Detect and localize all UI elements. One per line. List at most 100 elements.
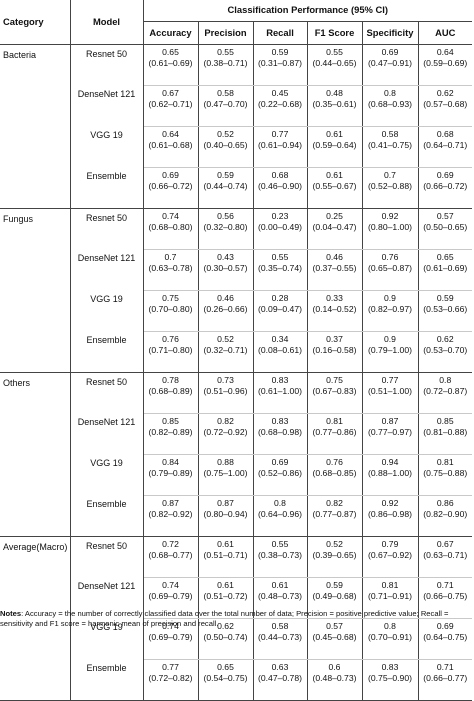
metric-cell: 0.88 (0.75–1.00) <box>198 454 254 496</box>
metric-value: 0.6 <box>328 661 341 672</box>
metric-value: 0.64 <box>436 46 454 57</box>
metric-value: 0.8 <box>439 374 452 385</box>
metric-ci: (0.69–0.79) <box>148 632 193 643</box>
metric-ci: (0.47–0.78) <box>258 673 302 684</box>
metric-value: 0.81 <box>381 579 399 590</box>
metric-ci: (0.22–0.68) <box>258 99 302 110</box>
metric-cell: 0.43 (0.30–0.57) <box>198 249 254 291</box>
metric-value: 0.68 <box>271 169 289 180</box>
metric-ci: (0.26–0.66) <box>203 304 248 315</box>
table-row: VGG 19 0.75 (0.70–0.80) 0.46 (0.26–0.66) 0.28… <box>0 290 473 332</box>
metric-value: 0.78 <box>162 374 179 385</box>
metric-ci: (0.64–0.71) <box>423 140 468 151</box>
metric-value: 0.87 <box>217 497 234 508</box>
metric-cell: 0.52 (0.32–0.71) <box>198 331 254 373</box>
metric-cell: 0.8 (0.68–0.93) <box>362 85 419 127</box>
metric-value: 0.59 <box>326 579 343 590</box>
metric-cell: 0.25 (0.04–0.47) <box>307 208 363 250</box>
metric-ci: (0.80–0.94) <box>203 509 248 520</box>
metric-ci: (0.68–0.98) <box>258 427 302 438</box>
metric-ci: (0.44–0.74) <box>203 181 248 192</box>
metric-value: 0.7 <box>384 169 396 180</box>
table-row: VGG 19 0.64 (0.61–0.68) 0.52 (0.40–0.65) 0.77… <box>0 126 473 168</box>
metric-cell: 0.61 (0.55–0.67) <box>307 167 363 209</box>
metric-cell: 0.34 (0.08–0.61) <box>253 331 308 373</box>
metric-cell: 0.6 (0.48–0.73) <box>307 659 363 701</box>
metric-cell: 0.81 (0.71–0.91) <box>362 577 419 619</box>
metric-ci: (0.52–0.88) <box>368 181 412 192</box>
table-row: VGG 19 0.84 (0.79–0.89) 0.88 (0.75–1.00) 0.69… <box>0 454 473 496</box>
metric-cell: 0.86 (0.82–0.90) <box>418 495 473 537</box>
metric-value: 0.94 <box>381 456 399 467</box>
metric-value: 0.55 <box>217 46 234 57</box>
table-row: Fungus Resnet 50 0.74 (0.68–0.80) 0.56 (0.32–… <box>0 208 473 373</box>
metric-cell: 0.69 (0.52–0.86) <box>253 454 308 496</box>
model-cell: Ensemble <box>70 495 144 537</box>
metric-ci: (0.77–0.87) <box>312 509 357 520</box>
metric-cell: 0.76 (0.68–0.85) <box>307 454 363 496</box>
metric-cell: 0.55 (0.44–0.65) <box>307 44 363 86</box>
metric-value: 0.77 <box>162 661 179 672</box>
metric-ci: (0.72–0.87) <box>423 386 468 397</box>
metric-cell: 0.65 (0.54–0.75) <box>198 659 254 701</box>
metric-value: 0.71 <box>436 579 454 590</box>
model-cell: Resnet 50 <box>70 208 144 249</box>
metric-cell: 0.82 (0.72–0.92) <box>198 413 254 455</box>
metric-ci: (0.82–0.92) <box>148 509 193 520</box>
metric-cell: 0.59 (0.53–0.66) <box>418 290 473 332</box>
metric-cell: 0.59 (0.44–0.74) <box>198 167 254 209</box>
metric-value: 0.82 <box>326 497 343 508</box>
metric-ci: (0.04–0.47) <box>312 222 357 233</box>
metric-cell: 0.23 (0.00–0.49) <box>253 208 308 250</box>
metric-cell: 0.71 (0.66–0.77) <box>418 659 473 701</box>
metric-value: 0.85 <box>436 415 454 426</box>
metric-cell: 0.9 (0.82–0.97) <box>362 290 419 332</box>
header-metric-f1-score: F1 Score <box>307 21 363 45</box>
metric-value: 0.77 <box>271 128 289 139</box>
table-row: DenseNet 121 0.67 (0.62–0.71) 0.58 (0.47–0.7… <box>0 85 473 127</box>
metric-cell: 0.63 (0.47–0.78) <box>253 659 308 701</box>
header-performance-group: Classification Performance (95% CI) <box>143 0 473 22</box>
metric-cell: 0.55 (0.38–0.71) <box>198 44 254 86</box>
metric-value: 0.83 <box>381 661 399 672</box>
metric-value: 0.55 <box>271 251 289 262</box>
metric-ci: (0.68–0.85) <box>312 468 357 479</box>
metric-ci: (0.77–0.86) <box>312 427 357 438</box>
metric-cell: 0.77 (0.61–0.94) <box>253 126 308 168</box>
metric-value: 0.61 <box>326 128 343 139</box>
metric-ci: (0.63–0.71) <box>423 550 468 561</box>
metric-cell: 0.61 (0.51–0.71) <box>198 536 254 578</box>
metric-cell: 0.61 (0.59–0.64) <box>307 126 363 168</box>
metric-ci: (0.08–0.61) <box>258 345 302 356</box>
metric-cell: 0.62 (0.53–0.70) <box>418 331 473 373</box>
metric-cell: 0.8 (0.72–0.87) <box>418 372 473 414</box>
metric-value: 0.71 <box>436 661 454 672</box>
metric-ci: (0.72–0.92) <box>203 427 248 438</box>
metric-cell: 0.45 (0.22–0.68) <box>253 85 308 127</box>
metric-cell: 0.79 (0.67–0.92) <box>362 536 419 578</box>
metric-cell: 0.69 (0.47–0.91) <box>362 44 419 86</box>
metric-cell: 0.83 (0.68–0.98) <box>253 413 308 455</box>
metric-ci: (0.44–0.65) <box>312 58 357 69</box>
model-cell: Resnet 50 <box>70 44 144 85</box>
metric-value: 0.52 <box>326 538 343 549</box>
metric-value: 0.74 <box>162 620 179 631</box>
metric-ci: (0.37–0.55) <box>312 263 357 274</box>
table-row: Bacteria Resnet 50 0.65 (0.61–0.69) 0.55 (0.3… <box>0 44 473 209</box>
metric-ci: (0.82–0.90) <box>423 509 468 520</box>
table-row: DenseNet 121 0.85 (0.82–0.89) 0.82 (0.72–0.9… <box>0 413 473 455</box>
metric-cell: 0.52 (0.40–0.65) <box>198 126 254 168</box>
metric-ci: (0.82–0.89) <box>148 427 193 438</box>
metric-cell: 0.57 (0.50–0.65) <box>418 208 473 250</box>
metric-ci: (0.32–0.71) <box>203 345 248 356</box>
metric-value: 0.46 <box>217 292 234 303</box>
metric-cell: 0.8 (0.64–0.96) <box>253 495 308 537</box>
metric-value: 0.69 <box>436 620 454 631</box>
metric-value: 0.76 <box>162 333 179 344</box>
metric-value: 0.37 <box>326 333 343 344</box>
metric-value: 0.59 <box>271 46 289 57</box>
metric-ci: (0.67–0.83) <box>312 386 357 397</box>
metric-ci: (0.72–0.82) <box>148 673 193 684</box>
metric-ci: (0.63–0.78) <box>148 263 193 274</box>
metric-ci: (0.81–0.88) <box>423 427 468 438</box>
